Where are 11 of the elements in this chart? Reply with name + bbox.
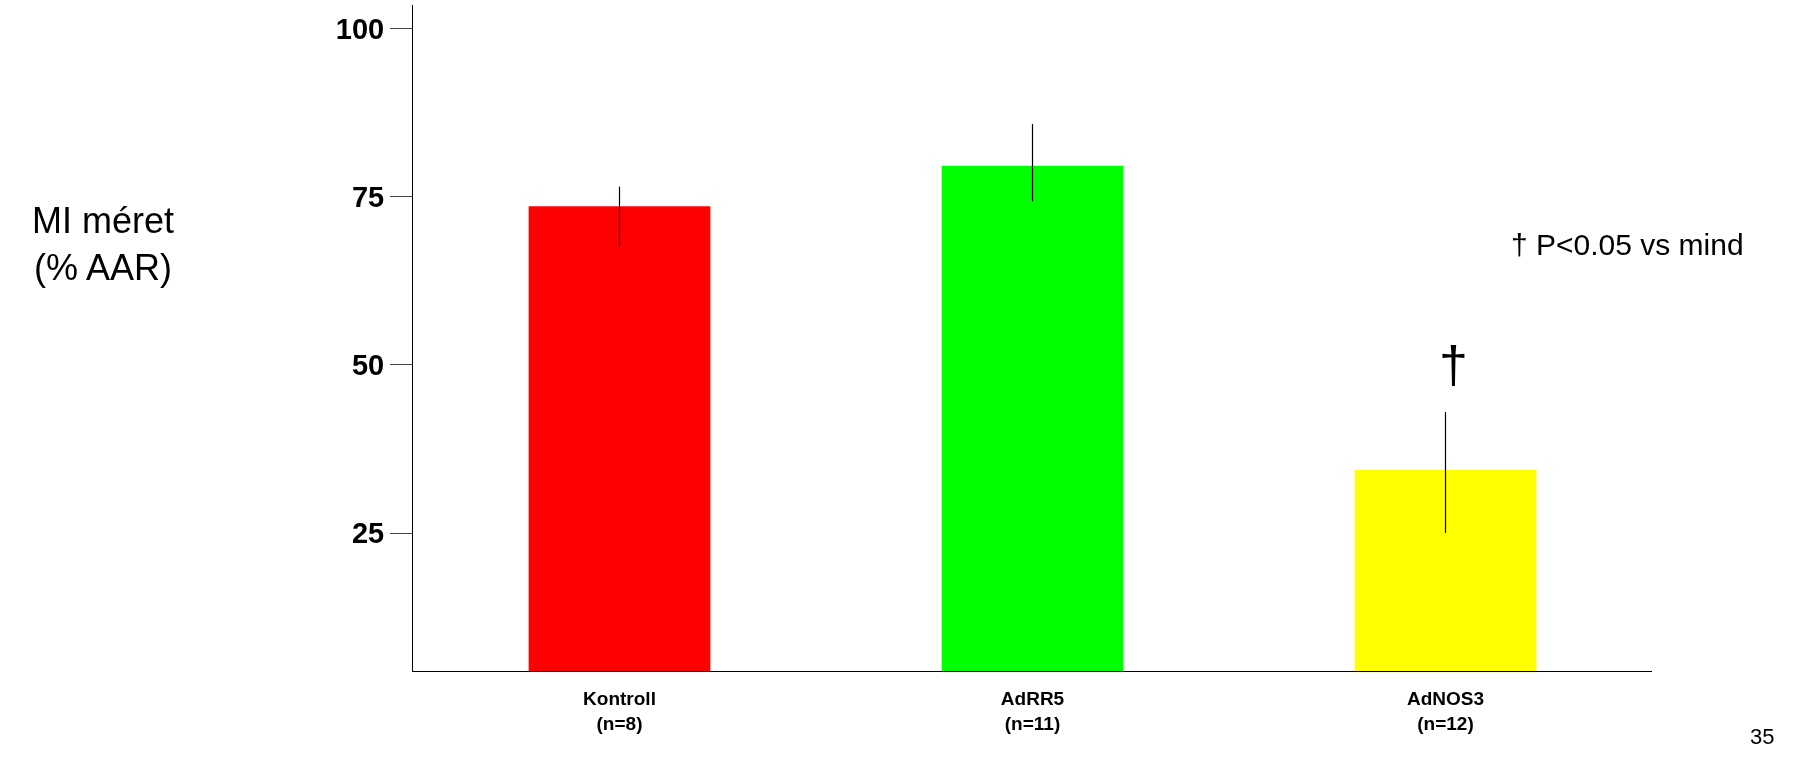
annotation: † bbox=[1439, 336, 1468, 394]
annotation: † P<0.05 vs mind bbox=[1511, 228, 1744, 261]
x-tick-label: AdNOS3 (n=12) bbox=[1406, 687, 1485, 734]
y-tick-label: 50 bbox=[351, 349, 385, 382]
y-tick-label: 100 bbox=[335, 12, 385, 45]
text: 35 bbox=[1750, 724, 1775, 749]
text: MI méret (% AAR) bbox=[32, 200, 175, 288]
y-tick-label: 75 bbox=[351, 180, 385, 213]
x-tick-label: Kontroll (n=8) bbox=[583, 687, 656, 734]
y-tick-label: 25 bbox=[351, 517, 385, 550]
x-tick-label: AdRR5 (n=11) bbox=[1000, 687, 1065, 734]
